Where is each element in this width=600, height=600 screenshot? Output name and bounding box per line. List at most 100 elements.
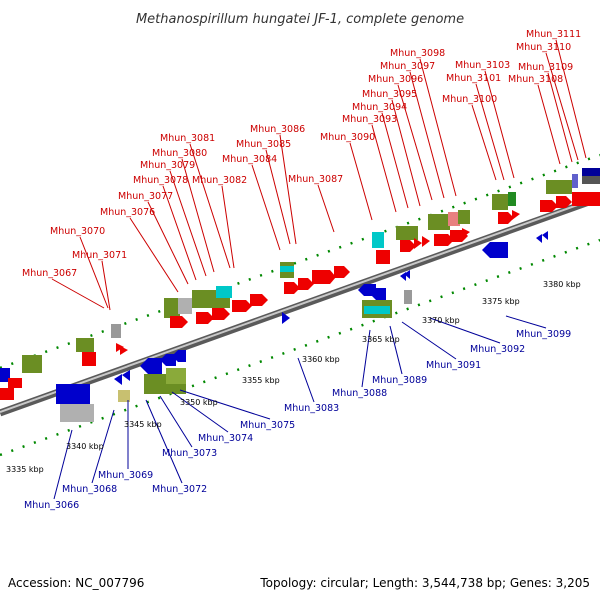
gene-label-reverse[interactable]: Mhun_3088 <box>332 388 387 399</box>
gene-label-reverse[interactable]: Mhun_3066 <box>24 500 79 511</box>
gene-arrow[interactable] <box>540 200 558 212</box>
gene-label-forward[interactable]: Mhun_3084 <box>222 154 277 165</box>
gene-label-forward[interactable]: Mhun_3067 <box>22 268 77 279</box>
gene-block[interactable] <box>376 250 390 264</box>
gene-arrow[interactable] <box>482 242 508 258</box>
gene-arrow[interactable] <box>312 270 336 284</box>
gene-label-reverse[interactable]: Mhun_3089 <box>372 375 427 386</box>
gene-block[interactable] <box>404 290 412 304</box>
gene-label-forward[interactable]: Mhun_3087 <box>288 174 343 185</box>
gene-arrow[interactable] <box>140 358 162 374</box>
cluster-block <box>166 368 186 384</box>
leader-line <box>381 112 409 209</box>
gene-label-forward[interactable]: Mhun_3100 <box>442 94 497 105</box>
gene-arrow[interactable] <box>212 308 230 320</box>
scale-tick-label: 3365 kbp <box>362 335 400 344</box>
gene-label-forward[interactable]: Mhun_3108 <box>508 74 563 85</box>
gene-label-forward[interactable]: Mhun_3111 <box>526 29 581 40</box>
gene-label-forward[interactable]: Mhun_3110 <box>516 42 571 53</box>
gene-arrow[interactable] <box>334 266 350 278</box>
gene-label-reverse[interactable]: Mhun_3073 <box>162 448 217 459</box>
gene-label-reverse[interactable]: Mhun_3091 <box>426 360 481 371</box>
gene-label-forward[interactable]: Mhun_3097 <box>380 61 435 72</box>
gene-label-forward[interactable]: Mhun_3085 <box>236 139 291 150</box>
gene-arrow[interactable] <box>196 312 214 324</box>
gene-label-forward[interactable]: Mhun_3076 <box>100 207 155 218</box>
gene-arrow[interactable] <box>298 278 314 290</box>
gene-arrow[interactable] <box>370 288 386 300</box>
gene-label-forward[interactable]: Mhun_3094 <box>352 102 407 113</box>
gene-block[interactable] <box>111 324 121 338</box>
leader-line <box>279 134 297 245</box>
gene-arrow[interactable] <box>250 294 268 306</box>
gene-block[interactable] <box>572 174 578 188</box>
gene-block[interactable] <box>582 168 600 178</box>
leader-line <box>145 399 183 484</box>
gene-arrow[interactable] <box>232 300 252 312</box>
gene-label-reverse[interactable]: Mhun_3092 <box>470 344 525 355</box>
gene-label-forward[interactable]: Mhun_3090 <box>320 132 375 143</box>
gene-block[interactable] <box>0 368 10 382</box>
cluster-block <box>118 390 130 402</box>
cluster-block <box>22 355 42 373</box>
gene-label-reverse[interactable]: Mhun_3068 <box>62 484 117 495</box>
leader-line <box>349 142 373 221</box>
gene-label-forward[interactable]: Mhun_3082 <box>192 175 247 186</box>
gene-label-forward[interactable]: Mhun_3101 <box>446 73 501 84</box>
gene-arrow[interactable] <box>536 234 542 243</box>
gene-block[interactable] <box>56 384 90 404</box>
gene-label-forward[interactable]: Mhun_3109 <box>518 62 573 73</box>
gene-label-forward[interactable]: Mhun_3081 <box>160 133 215 144</box>
gene-arrow[interactable] <box>400 240 416 252</box>
gene-block[interactable] <box>582 176 600 184</box>
gene-label-forward[interactable]: Mhun_3077 <box>118 191 173 202</box>
gene-label-forward[interactable]: Mhun_3095 <box>362 89 417 100</box>
gene-arrow[interactable] <box>414 238 422 249</box>
gene-label-forward[interactable]: Mhun_3103 <box>455 60 510 71</box>
gene-arrow[interactable] <box>282 312 290 324</box>
leader-line <box>101 260 111 311</box>
gene-label-reverse[interactable]: Mhun_3069 <box>98 470 153 481</box>
gene-arrow[interactable] <box>434 234 454 246</box>
gene-arrow[interactable] <box>462 228 470 238</box>
gene-arrow[interactable] <box>114 374 122 385</box>
leader-line <box>179 389 271 420</box>
gene-arrow[interactable] <box>284 282 300 294</box>
gene-label-forward[interactable]: Mhun_3071 <box>72 250 127 261</box>
gene-arrow[interactable] <box>542 231 548 240</box>
gene-label-forward[interactable]: Mhun_3098 <box>390 48 445 59</box>
leader-line <box>169 170 207 277</box>
gene-label-forward[interactable]: Mhun_3079 <box>140 160 195 171</box>
gene-label-reverse[interactable]: Mhun_3072 <box>152 484 207 495</box>
gene-arrow[interactable] <box>122 370 130 381</box>
gene-arrow[interactable] <box>422 236 430 247</box>
gene-block[interactable] <box>82 352 96 366</box>
gene-arrow[interactable] <box>160 354 176 366</box>
gene-label-forward[interactable]: Mhun_3080 <box>152 148 207 159</box>
gene-label-forward[interactable]: Mhun_3078 <box>133 175 188 186</box>
leader-line <box>79 236 109 309</box>
gene-label-reverse[interactable]: Mhun_3075 <box>240 420 295 431</box>
gene-block[interactable] <box>572 192 600 206</box>
leader-line <box>475 83 505 181</box>
gene-block[interactable] <box>8 378 22 388</box>
cluster-block <box>448 212 460 226</box>
gene-label-reverse[interactable]: Mhun_3099 <box>516 329 571 340</box>
gene-label-forward[interactable]: Mhun_3086 <box>250 124 305 135</box>
leader-line <box>391 99 421 207</box>
gene-label-reverse[interactable]: Mhun_3074 <box>198 433 253 444</box>
cluster-block <box>458 210 470 224</box>
gene-label-forward[interactable]: Mhun_3093 <box>342 114 397 125</box>
gene-arrow[interactable] <box>404 270 410 279</box>
gene-arrow[interactable] <box>172 350 186 362</box>
gene-arrow[interactable] <box>120 346 128 355</box>
gene-arrow[interactable] <box>556 196 572 208</box>
gene-label-forward[interactable]: Mhun_3096 <box>368 74 423 85</box>
gene-arrow[interactable] <box>498 212 514 224</box>
gene-block[interactable] <box>0 388 14 400</box>
gene-label-forward[interactable]: Mhun_3070 <box>50 226 105 237</box>
gene-arrow[interactable] <box>512 210 520 220</box>
gene-label-reverse[interactable]: Mhun_3083 <box>284 403 339 414</box>
gene-arrow[interactable] <box>170 316 188 328</box>
